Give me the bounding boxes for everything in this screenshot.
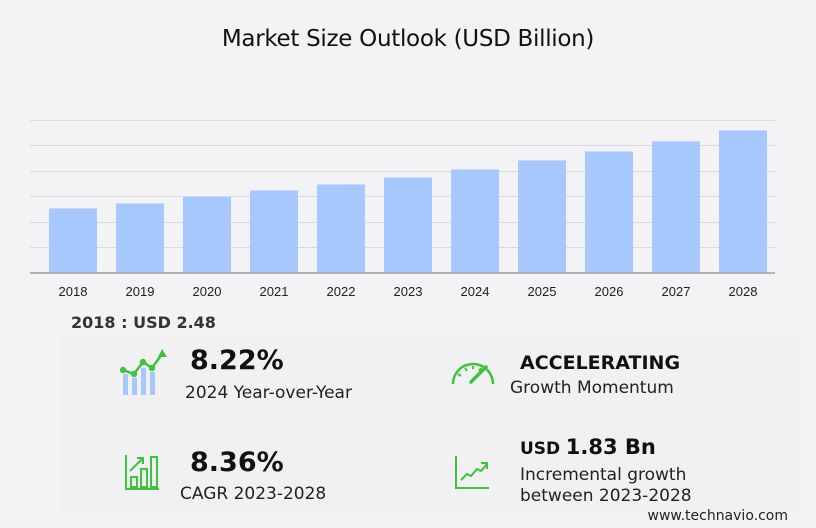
- bar-2028: [719, 130, 767, 272]
- base-year-value: 2018 : USD 2.48: [71, 313, 216, 332]
- x-tick-label: 2019: [125, 284, 155, 299]
- gridline: [30, 120, 775, 121]
- bar-2027: [652, 141, 700, 272]
- x-tick-label: 2022: [326, 284, 356, 299]
- bar-2026: [585, 151, 633, 272]
- x-tick-label: 2024: [460, 284, 490, 299]
- incremental-label-line1: Incremental growth: [520, 465, 687, 485]
- incremental-prefix: USD: [520, 439, 561, 459]
- cagr-label: CAGR 2023-2028: [180, 484, 327, 504]
- bar-2023: [384, 177, 432, 272]
- source-link[interactable]: www.technavio.com: [647, 508, 789, 524]
- gridline: [30, 171, 775, 172]
- trend-line-icon: [455, 456, 489, 489]
- x-tick-label: 2028: [728, 284, 758, 299]
- x-tick-label: 2021: [259, 284, 289, 299]
- x-tick-label: 2018: [58, 284, 88, 299]
- bar-2019: [116, 203, 164, 272]
- bar-2024: [451, 169, 499, 272]
- yoy-value: 8.22%: [190, 345, 284, 376]
- bar-2021: [250, 190, 298, 272]
- incremental-value: 1.83 Bn: [565, 435, 656, 459]
- cagr-value: 8.36%: [190, 447, 284, 478]
- speedometer-icon: [451, 362, 495, 385]
- x-tick-label: 2026: [594, 284, 624, 299]
- bar-2018: [49, 208, 97, 272]
- stats-panel: [60, 334, 800, 514]
- bar-2022: [317, 184, 365, 272]
- x-tick-label: 2025: [527, 284, 557, 299]
- chart-title: Market Size Outlook (USD Billion): [221, 26, 595, 52]
- bar-2020: [183, 196, 231, 272]
- gridline: [30, 145, 775, 146]
- x-tick-label: 2027: [661, 284, 691, 299]
- bar-chart-arrow-icon: [125, 455, 159, 490]
- x-axis-line: [30, 272, 775, 274]
- bar-line-growth-icon: [119, 349, 167, 395]
- yoy-label: 2024 Year-over-Year: [185, 383, 352, 403]
- incremental-label-line2: between 2023-2028: [520, 486, 692, 506]
- momentum-label: Growth Momentum: [510, 378, 674, 398]
- x-tick-label: 2023: [393, 284, 423, 299]
- bar-2025: [518, 160, 566, 272]
- bar-chart-plot: [30, 120, 775, 274]
- x-tick-label: 2020: [192, 284, 222, 299]
- momentum-value: ACCELERATING: [520, 352, 681, 374]
- incremental-value-group: USD 1.83 Bn: [520, 435, 656, 459]
